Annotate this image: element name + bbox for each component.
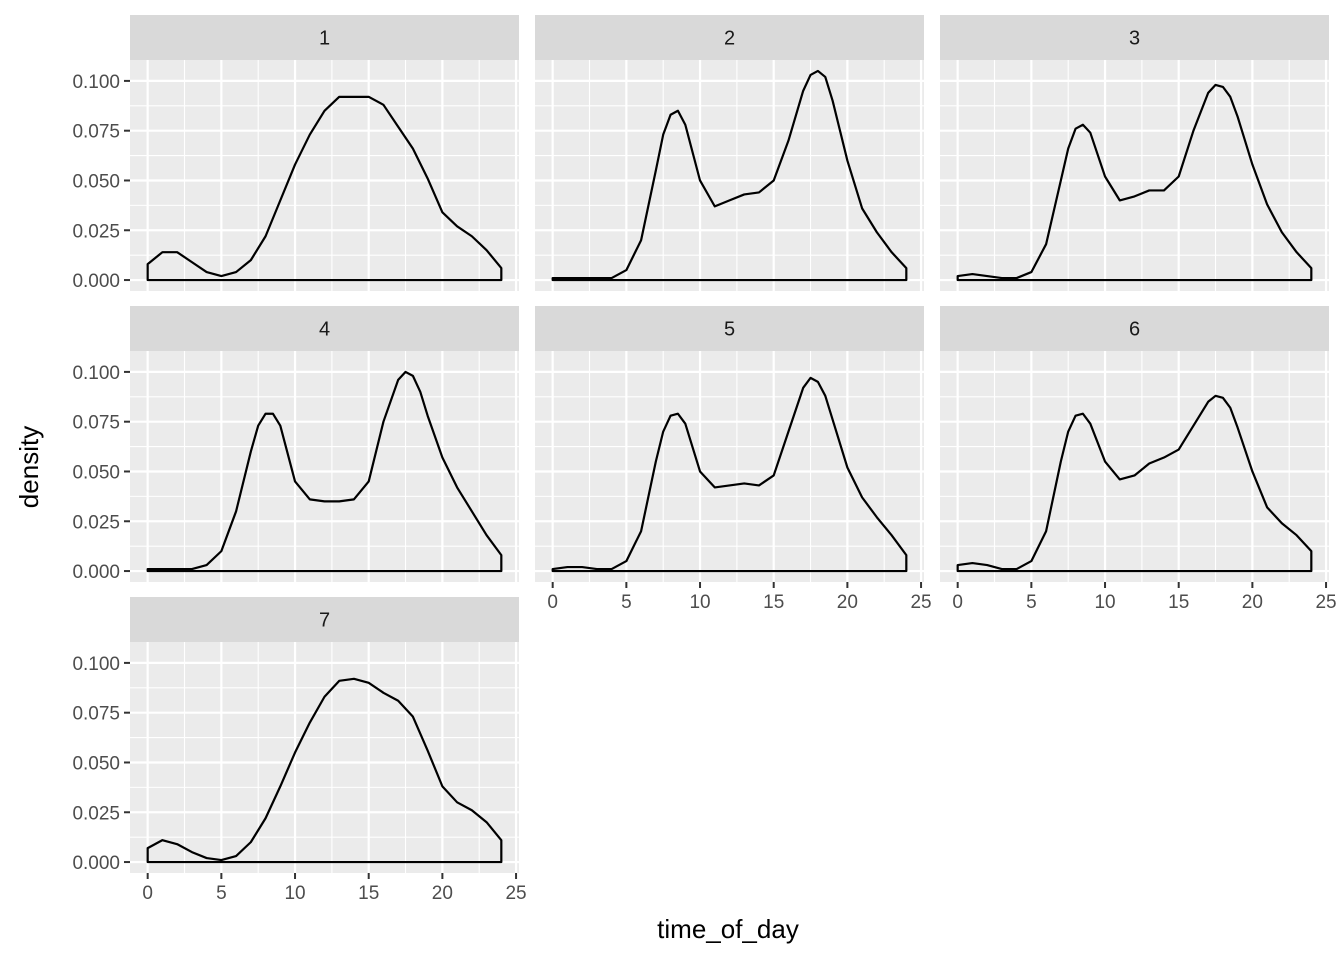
facet-panel-7: 7 0.000 0.025 0.050 0.075 0.100 0 5 10 15 20 25 [72,597,527,904]
facet-strip [940,306,1329,351]
panel-background [130,642,519,873]
facet-strip [130,306,519,351]
y-tick-label: 0.025 [72,803,120,824]
panel-background [940,351,1329,582]
facet-panel-5: 5 0 5 10 15 20 25 [535,306,932,613]
y-tick-label: 0.050 [72,462,120,483]
y-tick-label: 0.100 [72,72,120,93]
x-tick-label: 10 [689,592,710,613]
facet-strip-label: 2 [724,28,735,50]
y-tick-label: 0.050 [72,171,120,192]
facet-panel-6: 6 0 5 10 15 20 25 [940,306,1337,613]
facet-strip [535,306,924,351]
facet-strip-label: 3 [1129,28,1140,50]
x-tick-label: 5 [621,592,632,613]
density-curve [956,83,1313,282]
y-tick-label: 0.000 [72,562,120,583]
facet-strip-label: 5 [724,319,735,341]
y-tick-label: 0.025 [72,221,120,242]
panel-background [130,351,519,582]
x-tick-label: 20 [837,592,858,613]
density-curve [146,370,503,573]
y-tick-label: 0.025 [72,512,120,533]
facet-strip [535,15,924,60]
density-curve [956,394,1313,573]
x-tick-label: 5 [216,883,227,904]
x-axis-title: time_of_day [657,914,799,944]
panels-layer: 1 0.000 0.025 0.050 0.075 0.100 2 3 4 0.000 0.025 0… [72,15,1337,904]
density-curve [551,69,908,282]
panel-background [130,60,519,291]
facet-strip-label: 1 [319,28,330,50]
density-curve [146,677,503,864]
y-tick-label: 0.075 [72,122,120,143]
x-tick-label: 0 [547,592,558,613]
x-tick-label: 15 [763,592,784,613]
panel-background [535,351,924,582]
y-tick-label: 0.100 [72,363,120,384]
density-curve [551,376,908,573]
x-tick-label: 25 [505,883,526,904]
x-tick-label: 15 [1168,592,1189,613]
x-tick-label: 25 [1315,592,1336,613]
x-tick-label: 5 [1026,592,1037,613]
y-tick-label: 0.100 [72,654,120,675]
y-axis-title: density [14,426,44,508]
facet-strip [130,597,519,642]
facet-strip-label: 7 [319,610,330,632]
x-tick-label: 15 [358,883,379,904]
x-tick-label: 20 [1242,592,1263,613]
x-tick-label: 10 [284,883,305,904]
panel-background [535,60,924,291]
facet-strip-label: 6 [1129,319,1140,341]
facet-strip [940,15,1329,60]
facet-panel-1: 1 0.000 0.025 0.050 0.075 0.100 [72,15,519,292]
y-tick-label: 0.075 [72,704,120,725]
y-tick-label: 0.000 [72,271,120,292]
x-tick-label: 0 [952,592,963,613]
density-curve [146,95,503,282]
facet-strip [130,15,519,60]
x-tick-label: 20 [432,883,453,904]
facet-panel-3: 3 [940,15,1329,291]
y-tick-label: 0.050 [72,753,120,774]
y-tick-label: 0.000 [72,853,120,874]
x-tick-label: 0 [142,883,153,904]
x-tick-label: 25 [910,592,931,613]
panel-background [940,60,1329,291]
facet-panel-2: 2 [535,15,924,291]
facet-panel-4: 4 0.000 0.025 0.050 0.075 0.100 [72,306,519,583]
y-tick-label: 0.075 [72,413,120,434]
x-tick-label: 10 [1094,592,1115,613]
facet-strip-label: 4 [319,319,330,341]
